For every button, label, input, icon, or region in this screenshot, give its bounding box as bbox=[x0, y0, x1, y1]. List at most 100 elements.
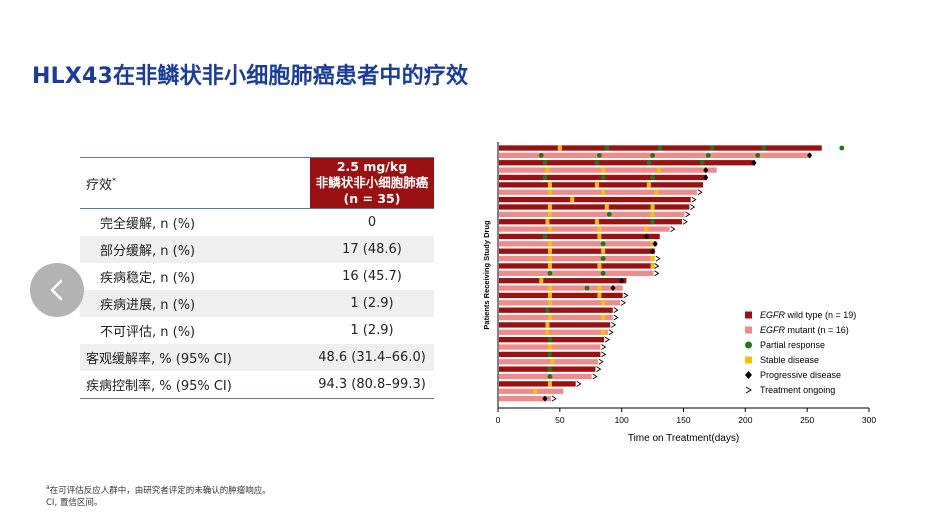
stable-disease-marker bbox=[601, 189, 606, 195]
stable-disease-marker bbox=[601, 300, 606, 306]
row-label: 疾病稳定, n (%) bbox=[100, 271, 196, 286]
treatment-ongoing-marker bbox=[551, 395, 557, 402]
progressive-disease-marker bbox=[703, 167, 709, 174]
stable-disease-marker bbox=[533, 388, 538, 394]
stable-disease-marker bbox=[650, 263, 655, 269]
table-row: 客观缓解率, % (95% CI) 48.6 (31.4–66.0) bbox=[80, 344, 434, 371]
patient-bar bbox=[499, 322, 611, 328]
stable-disease-marker bbox=[601, 167, 606, 173]
progressive-disease-marker bbox=[751, 159, 757, 166]
treatment-ongoing-marker bbox=[601, 344, 607, 350]
stable-disease-marker bbox=[547, 211, 552, 217]
patient-bar bbox=[499, 388, 564, 394]
patient-bar bbox=[499, 300, 621, 306]
table-row: 疾病进展, n (%) 1 (2.9) bbox=[80, 290, 434, 317]
row-label: 完全缓解, n (%) bbox=[100, 217, 196, 232]
previous-slide-button[interactable] bbox=[30, 263, 84, 317]
partial-response-marker bbox=[594, 160, 600, 166]
stable-disease-marker bbox=[545, 219, 550, 225]
table-row: 部分缓解, n (%) 17 (48.6) bbox=[80, 236, 434, 263]
footnote-mark: a bbox=[46, 484, 50, 491]
stable-disease-marker bbox=[547, 285, 552, 291]
patient-bar bbox=[499, 196, 691, 203]
stable-disease-marker bbox=[597, 263, 602, 269]
row-value: 94.3 (80.8–99.3) bbox=[310, 371, 434, 399]
swimmer-plot: 0 50 100 150 200 250 300 Time on Treatment(days… bbox=[482, 142, 876, 444]
x-axis-label: Time on Treatment(days) bbox=[628, 433, 739, 444]
patient-bar bbox=[499, 307, 613, 313]
patient-bar bbox=[499, 278, 627, 284]
stable-disease-marker bbox=[570, 197, 575, 203]
table-row: 疾病稳定, n (%) 16 (45.7) bbox=[80, 263, 434, 290]
treatment-ongoing-marker bbox=[601, 351, 607, 358]
partial-response-marker bbox=[705, 152, 711, 158]
progressive-disease-marker bbox=[610, 285, 616, 292]
partial-response-marker bbox=[547, 337, 553, 343]
header-footnote-mark: * bbox=[112, 176, 117, 186]
progressive-disease-marker bbox=[807, 152, 813, 159]
stable-disease-marker bbox=[650, 256, 655, 262]
table-row: 疾病控制率, % (95% CI) 94.3 (80.8–99.3) bbox=[80, 371, 434, 399]
stable-disease-marker bbox=[656, 167, 661, 173]
treatment-ongoing-marker bbox=[691, 196, 697, 203]
partial-response-marker bbox=[542, 234, 548, 239]
x-tick-label: 100 bbox=[615, 415, 629, 425]
group-header-cell: 2.5 mg/kg 非鳞状非小细胞肺癌 (n = 35) bbox=[310, 157, 434, 209]
stable-disease-marker bbox=[547, 263, 552, 269]
x-tick-label: 150 bbox=[676, 415, 690, 425]
treatment-ongoing-marker bbox=[655, 255, 661, 262]
stable-disease-marker bbox=[594, 219, 599, 225]
stable-disease-marker bbox=[547, 256, 552, 262]
treatment-ongoing-marker bbox=[611, 322, 617, 328]
patient-bar bbox=[499, 285, 623, 291]
partial-response-marker bbox=[650, 152, 655, 158]
patient-bar bbox=[499, 226, 670, 232]
partial-response-marker bbox=[600, 270, 606, 276]
partial-response-marker bbox=[646, 160, 652, 166]
partial-response-marker bbox=[600, 175, 606, 180]
stable-disease-marker bbox=[601, 315, 606, 321]
partial-response-marker bbox=[604, 145, 610, 151]
partial-response-marker bbox=[542, 175, 548, 180]
stable-disease-marker bbox=[644, 226, 649, 232]
patient-bar bbox=[499, 395, 551, 402]
row-value: 1 (2.9) bbox=[350, 323, 394, 338]
table-row: 不可评估, n (%) 1 (2.9) bbox=[80, 317, 434, 344]
patient-bar bbox=[499, 233, 660, 240]
group-dose: 2.5 mg/kg bbox=[336, 159, 408, 174]
stable-disease-marker bbox=[547, 226, 552, 232]
treatment-ongoing-marker bbox=[682, 218, 688, 225]
row-value: 48.6 (31.4–66.0) bbox=[310, 344, 434, 371]
stable-disease-marker bbox=[547, 182, 552, 188]
legend-label: Partial response bbox=[760, 340, 825, 350]
patient-bar bbox=[499, 270, 654, 276]
legend-label: EGFR mutant (n = 16) bbox=[760, 325, 849, 335]
stable-disease-marker bbox=[597, 292, 602, 298]
patient-bar bbox=[499, 160, 755, 166]
legend-label: Treatment ongoing bbox=[760, 385, 835, 395]
partial-response-marker bbox=[650, 175, 655, 180]
row-label: 客观缓解率, % (95% CI) bbox=[80, 344, 310, 371]
partial-response-marker bbox=[839, 145, 845, 151]
stable-disease-marker bbox=[597, 233, 602, 239]
patient-bar bbox=[499, 219, 683, 225]
legend-label: Stable disease bbox=[760, 355, 819, 365]
stable-disease-marker bbox=[594, 182, 599, 188]
partial-response-marker bbox=[547, 366, 553, 372]
row-label: 不可评估, n (%) bbox=[100, 325, 196, 340]
stable-disease-marker bbox=[597, 285, 602, 291]
patient-bar bbox=[499, 204, 690, 210]
patient-bar bbox=[499, 248, 655, 254]
x-tick-label: 300 bbox=[862, 415, 876, 425]
legend-swatch bbox=[745, 341, 752, 349]
x-tick-label: 0 bbox=[496, 415, 501, 425]
row-value: 1 (2.9) bbox=[310, 290, 434, 317]
stable-disease-marker bbox=[547, 248, 552, 254]
treatment-ongoing-marker bbox=[654, 263, 660, 269]
treatment-ongoing-marker bbox=[592, 373, 598, 380]
header-label-cell: 疗效* bbox=[80, 157, 310, 209]
efficacy-table: 疗效* 2.5 mg/kg 非鳞状非小细胞肺癌 (n = 35) 完全缓解, n… bbox=[80, 157, 434, 399]
legend-swatch bbox=[745, 386, 752, 394]
progressive-disease-marker bbox=[619, 277, 625, 284]
partial-response-marker bbox=[547, 352, 553, 357]
